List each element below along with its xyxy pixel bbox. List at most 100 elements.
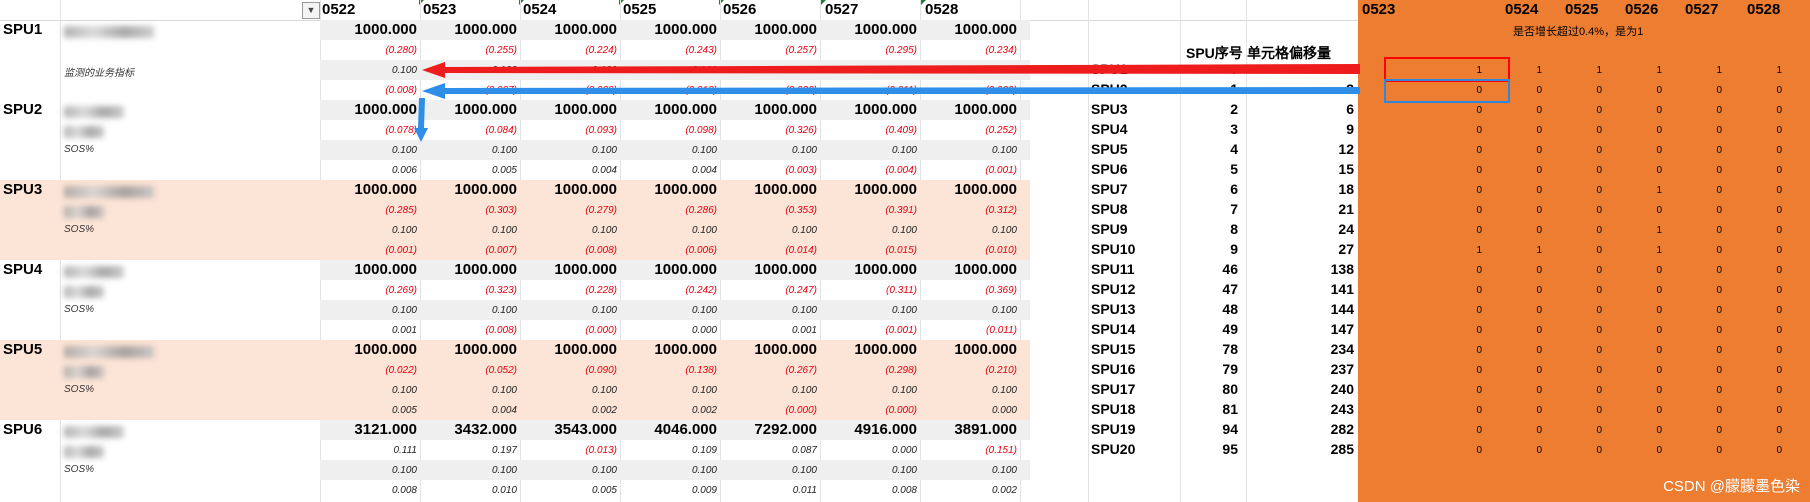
cell-value: 0.100 xyxy=(791,225,817,236)
flag-cell: 0 xyxy=(1776,305,1782,316)
flag-cell: 0 xyxy=(1716,105,1722,116)
flag-cell: 0 xyxy=(1716,345,1722,356)
flag-cell: 0 xyxy=(1476,405,1482,416)
flag-cell: 0 xyxy=(1596,265,1602,276)
cell-value: 0.100 xyxy=(491,465,517,476)
cell-value: 1000.000 xyxy=(354,341,417,358)
flag-cell: 0 xyxy=(1716,365,1722,376)
date-header: 0525 xyxy=(618,0,657,18)
flag-cell: 0 xyxy=(1536,265,1542,276)
flag-cell: 0 xyxy=(1536,305,1542,316)
flag-cell: 0 xyxy=(1656,305,1662,316)
spu-label: SPU1 xyxy=(3,21,43,38)
row-band xyxy=(320,460,1030,480)
flag-cell: 0 xyxy=(1536,125,1542,136)
cell-value: 0.006 xyxy=(391,165,417,176)
cell-value: (0.001) xyxy=(385,245,417,256)
flag-cell: 0 xyxy=(1776,125,1782,136)
flag-cell: 0 xyxy=(1776,405,1782,416)
cell-value: 0.009 xyxy=(691,485,717,496)
flag-cell: 0 xyxy=(1776,365,1782,376)
cell-value: (0.224) xyxy=(585,45,617,56)
flag-cell: 0 xyxy=(1656,385,1662,396)
blurred-name xyxy=(64,26,154,38)
lookup-offset: 27 xyxy=(1338,241,1354,257)
grid-vline xyxy=(1180,0,1181,502)
cell-value: (0.286) xyxy=(685,205,717,216)
flag-cell: 0 xyxy=(1536,205,1542,216)
flag-cell: 0 xyxy=(1476,125,1482,136)
flag-cell: 0 xyxy=(1596,425,1602,436)
flag-cell: 0 xyxy=(1776,85,1782,96)
flag-cell: 0 xyxy=(1656,165,1662,176)
cell-value: (0.007) xyxy=(485,245,517,256)
cell-value: 1000.000 xyxy=(854,21,917,38)
flag-cell: 0 xyxy=(1716,405,1722,416)
cell-value: 4916.000 xyxy=(854,421,917,438)
flag-cell: 1 xyxy=(1476,245,1482,256)
dropdown-arrow-icon[interactable]: ▼ xyxy=(302,2,320,19)
cell-value: (0.084) xyxy=(485,125,517,136)
flag-cell: 0 xyxy=(1716,245,1722,256)
lookup-spu: SPU19 xyxy=(1091,421,1136,437)
cell-value: 0.087 xyxy=(791,445,817,456)
cell-value: (0.006) xyxy=(685,245,717,256)
cell-value: 3432.000 xyxy=(454,421,517,438)
cell-value: 0.005 xyxy=(491,165,517,176)
lookup-index: 78 xyxy=(1222,341,1238,357)
cell-value: (0.000) xyxy=(785,405,817,416)
flag-cell: 0 xyxy=(1476,345,1482,356)
flag-cell: 0 xyxy=(1776,245,1782,256)
cell-value: 0.001 xyxy=(791,325,817,336)
flag-cell: 0 xyxy=(1596,325,1602,336)
cell-value: (0.001) xyxy=(885,325,917,336)
flag-cell: 1 xyxy=(1536,65,1542,76)
flag-cell: 0 xyxy=(1656,85,1662,96)
lookup-spu: SPU15 xyxy=(1091,341,1136,357)
flag-cell: 0 xyxy=(1476,445,1482,456)
cell-value: 0.100 xyxy=(991,385,1017,396)
cell-value: 0.100 xyxy=(891,465,917,476)
cell-value: 0.100 xyxy=(591,305,617,316)
row-label: SOS% xyxy=(64,304,95,315)
lookup-offset: 147 xyxy=(1330,321,1354,337)
cell-value: 0.005 xyxy=(391,405,417,416)
flag-note: 是否增长超过0.4%，是为1 xyxy=(1513,26,1644,38)
cell-value: 0.109 xyxy=(691,445,717,456)
cell-value: (0.280) xyxy=(385,45,417,56)
cell-value: (0.252) xyxy=(985,125,1017,136)
lookup-index: 2 xyxy=(1230,101,1238,117)
cell-value: (0.000) xyxy=(885,405,917,416)
cell-value: 1000.000 xyxy=(354,21,417,38)
flag-cell: 0 xyxy=(1596,85,1602,96)
lookup-header-index: SPU序号 xyxy=(1186,45,1243,61)
cell-value: (0.267) xyxy=(785,365,817,376)
cell-value: 1000.000 xyxy=(754,21,817,38)
cell-value: 1000.000 xyxy=(854,341,917,358)
cell-value: 0.004 xyxy=(491,405,517,416)
flag-cell: 0 xyxy=(1716,385,1722,396)
flag-cell: 0 xyxy=(1776,445,1782,456)
flag-cell: 0 xyxy=(1536,445,1542,456)
cell-value: 1000.000 xyxy=(654,101,717,118)
flag-cell: 0 xyxy=(1776,105,1782,116)
flag-cell: 0 xyxy=(1596,365,1602,376)
flag-cell: 0 xyxy=(1656,205,1662,216)
flag-cell: 0 xyxy=(1476,285,1482,296)
lookup-spu: SPU4 xyxy=(1091,121,1128,137)
cell-value: 1000.000 xyxy=(954,101,1017,118)
flag-cell: 0 xyxy=(1776,425,1782,436)
lookup-offset: 138 xyxy=(1330,261,1354,277)
lookup-index: 5 xyxy=(1230,161,1238,177)
cell-value: (0.011) xyxy=(986,325,1017,336)
lookup-index: 79 xyxy=(1222,361,1238,377)
cell-value: 1000.000 xyxy=(754,181,817,198)
cell-value: 1000.000 xyxy=(554,181,617,198)
cell-value: 0.002 xyxy=(991,485,1017,496)
flag-cell: 0 xyxy=(1716,165,1722,176)
flag-cell: 0 xyxy=(1776,265,1782,276)
cell-value: 0.100 xyxy=(691,225,717,236)
cell-value: 0.100 xyxy=(891,145,917,156)
cell-value: 0.000 xyxy=(891,445,917,456)
flag-cell: 0 xyxy=(1476,205,1482,216)
